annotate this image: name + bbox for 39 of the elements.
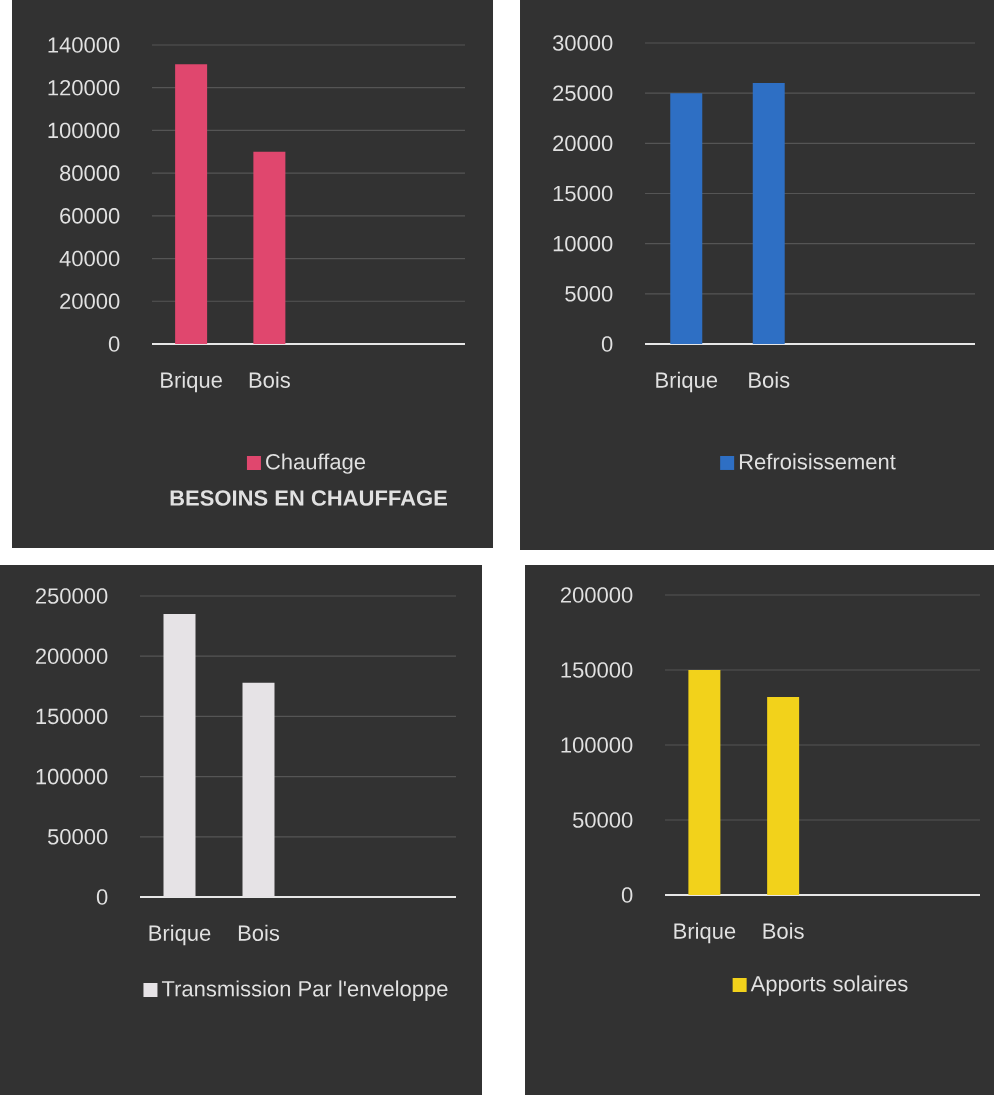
x-tick-label: Bois [763, 922, 804, 939]
y-tick-label: 100000 [48, 122, 120, 139]
y-tick-label: 150000 [561, 662, 633, 678]
y-tick-label: 250000 [35, 588, 108, 604]
y-tick-label: 120000 [48, 79, 120, 96]
y-tick-label: 100000 [561, 737, 633, 753]
y-tick-label: 30000 [552, 35, 613, 51]
y-tick-label: 60000 [60, 208, 120, 224]
y-tick-label: 50000 [47, 829, 108, 845]
x-tick-label: Bois [749, 371, 790, 388]
legend-label: Apports solaires [750, 975, 908, 996]
legend-label: Refroisissement [739, 453, 896, 470]
x-tick-label: Bois [238, 924, 280, 941]
y-tick-label: 20000 [553, 135, 613, 152]
y-tick-label: 15000 [553, 185, 613, 202]
legend-label: Transmission Par l'enveloppe [161, 980, 448, 1001]
y-tick-label: 10000 [553, 235, 613, 252]
y-tick-label: 25000 [553, 85, 613, 101]
y-tick-label: 80000 [60, 165, 120, 181]
x-tick-label: Brique [161, 371, 222, 393]
x-tick-label: Brique [656, 371, 718, 393]
y-tick-label: 50000 [572, 812, 633, 828]
y-tick-label: 0 [108, 336, 120, 352]
x-tick-label: Brique [149, 924, 211, 946]
y-tick-label: 0 [621, 887, 633, 903]
text: BESOINS EN CHAUFFAGE [170, 490, 447, 506]
y-tick-label: 0 [96, 889, 108, 905]
y-tick-label: 150000 [36, 708, 108, 725]
y-tick-label: 200000 [35, 648, 108, 664]
y-tick-label: 40000 [59, 250, 120, 267]
x-tick-label: Brique [674, 922, 736, 944]
y-tick-label: 0 [601, 336, 613, 352]
y-tick-label: 140000 [48, 37, 120, 53]
legend-label: Chauffage [266, 453, 366, 474]
y-tick-label: 200000 [560, 587, 633, 603]
x-tick-label: Bois [249, 371, 290, 388]
y-tick-label: 100000 [36, 768, 108, 785]
y-tick-label: 20000 [60, 293, 120, 310]
y-tick-label: 5000 [565, 286, 613, 302]
